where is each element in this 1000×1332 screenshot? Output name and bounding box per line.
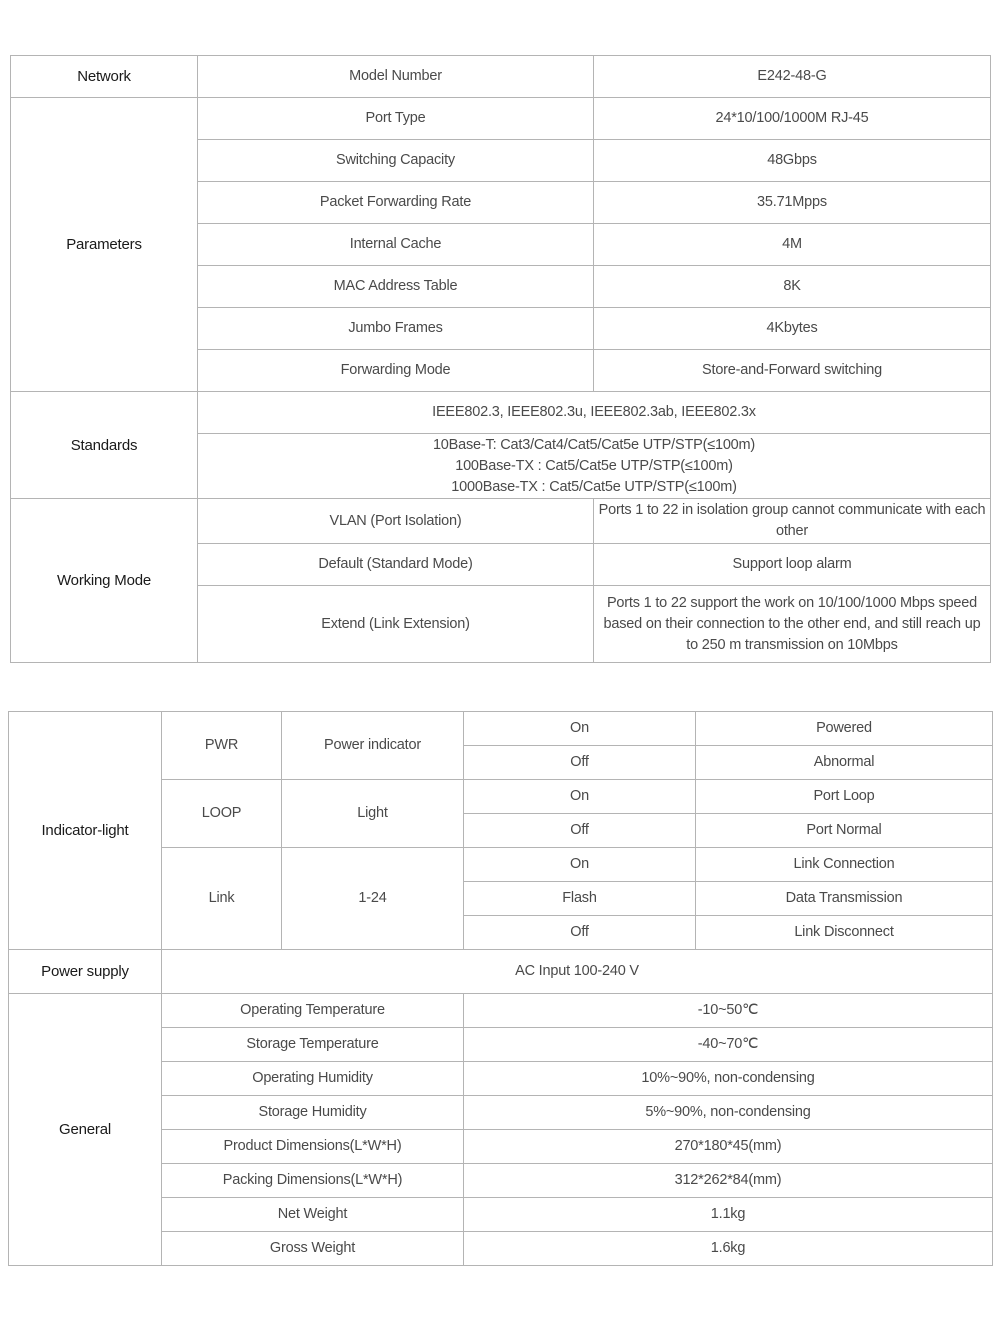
table-row: Net Weight 1.1kg (9, 1197, 993, 1232)
section-indicator-light: Indicator-light (8, 711, 162, 950)
table-row: Jumbo Frames 4Kbytes (11, 307, 991, 350)
spec-value: Support loop alarm (593, 543, 991, 586)
spec-label: Storage Humidity (161, 1095, 464, 1130)
spec-label: Packing Dimensions(L*W*H) (161, 1163, 464, 1198)
spec-label: Port Type (197, 97, 594, 140)
section-standards: Standards (10, 391, 198, 499)
table-row: Product Dimensions(L*W*H) 270*180*45(mm) (9, 1129, 993, 1164)
indicator-meaning: Link Connection (695, 847, 993, 882)
spec-value: Ports 1 to 22 support the work on 10/100… (593, 585, 991, 663)
indicator-state: Flash (463, 881, 696, 916)
indicator-state: On (463, 711, 696, 746)
cabling-line: 100Base-TX : Cat5/Cat5e UTP/STP(≤100m) (455, 457, 733, 474)
indicator-desc: Power indicator (281, 711, 464, 780)
indicator-name: Link (161, 847, 282, 950)
spec-value: 5%~90%, non-condensing (463, 1095, 993, 1130)
indicator-meaning: Port Loop (695, 779, 993, 814)
table-row: Link 1-24 On Link Connection (9, 847, 993, 950)
spec-label: Packet Forwarding Rate (197, 181, 594, 224)
indicator-name: LOOP (161, 779, 282, 848)
indicator-state: Off (463, 915, 696, 950)
indicator-meaning: Powered (695, 711, 993, 746)
table-row: Off Port Normal (9, 813, 993, 848)
table-row: Parameters Port Type 24*10/100/1000M RJ-… (10, 97, 991, 392)
table-row: Storage Temperature -40~70℃ (9, 1027, 993, 1062)
spec-label: Storage Temperature (161, 1027, 464, 1062)
spec-value: 1.6kg (463, 1231, 993, 1266)
indicator-meaning: Data Transmission (695, 881, 993, 916)
table-row: Extend (Link Extension) Ports 1 to 22 sup… (11, 585, 991, 663)
indicator-state: On (463, 779, 696, 814)
cabling-line: 1000Base-TX : Cat5/Cat5e UTP/STP(≤100m) (451, 478, 737, 495)
table-row: Internal Cache 4M (11, 223, 991, 266)
cabling-line: 10Base-T: Cat3/Cat4/Cat5/Cat5e UTP/STP(≤… (432, 436, 756, 453)
spec-value: 312*262*84(mm) (463, 1163, 993, 1198)
spec-value: 8K (593, 265, 991, 308)
spec-value: Ports 1 to 22 in isolation group cannot … (593, 498, 991, 544)
spec-value: 1.1kg (463, 1197, 993, 1232)
table-row: LOOP Light On Port Loop (9, 779, 993, 848)
spec-label: VLAN (Port Isolation) (197, 498, 594, 544)
table-row: Working Mode VLAN (Port Isolation) Ports… (10, 498, 991, 663)
section-general: General (8, 993, 162, 1266)
table-row: Packet Forwarding Rate 35.71Mpps (11, 181, 991, 224)
spec-label: Jumbo Frames (197, 307, 594, 350)
section-power-supply: Power supply (8, 949, 162, 994)
indicator-desc: Light (281, 779, 464, 848)
table-row: Packing Dimensions(L*W*H) 312*262*84(mm) (9, 1163, 993, 1198)
standards-cabling: 10Base-T: Cat3/Cat4/Cat5/Cat5e UTP/STP(≤… (197, 433, 991, 499)
spec-label: Internal Cache (197, 223, 594, 266)
indicator-name: PWR (161, 711, 282, 780)
table-row: Power supply AC Input 100-240 V (8, 949, 993, 994)
standards-protocols: IEEE802.3, IEEE802.3u, IEEE802.3ab, IEEE… (197, 391, 991, 434)
power-value: AC Input 100-240 V (161, 949, 993, 994)
indicator-meaning: Link Disconnect (695, 915, 993, 950)
indicator-state: Off (463, 813, 696, 848)
table-row: Operating Humidity 10%~90%, non-condensin… (9, 1061, 993, 1096)
table-row: Forwarding Mode Store-and-Forward switchi… (11, 349, 991, 392)
hardware-spec-table: Indicator-light PWR Power indicator On P… (8, 711, 993, 1266)
spec-label: Switching Capacity (197, 139, 594, 182)
indicator-desc: 1-24 (281, 847, 464, 950)
spec-value: 10%~90%, non-condensing (463, 1061, 993, 1096)
indicator-state: On (463, 847, 696, 882)
spec-label: Gross Weight (161, 1231, 464, 1266)
table-row: Gross Weight 1.6kg (9, 1231, 993, 1266)
table-row: 10Base-T: Cat3/Cat4/Cat5/Cat5e UTP/STP(≤… (11, 433, 991, 499)
network-spec-table: Network Model Number E242-48-G Parameter… (10, 55, 991, 663)
spec-label: Product Dimensions(L*W*H) (161, 1129, 464, 1164)
spec-value: 48Gbps (593, 139, 991, 182)
table-row: Storage Humidity 5%~90%, non-condensing (9, 1095, 993, 1130)
spec-value: 270*180*45(mm) (463, 1129, 993, 1164)
spec-value: Store-and-Forward switching (593, 349, 991, 392)
spec-value: E242-48-G (593, 55, 991, 98)
spec-value: 4M (593, 223, 991, 266)
section-parameters: Parameters (10, 97, 198, 392)
indicator-meaning: Port Normal (695, 813, 993, 848)
spec-value: 4Kbytes (593, 307, 991, 350)
table-row: Network Model Number E242-48-G (10, 55, 991, 98)
table-row: General Operating Temperature -10~50℃ (8, 993, 993, 1266)
spec-value: 35.71Mpps (593, 181, 991, 224)
table-row: Standards IEEE802.3, IEEE802.3u, IEEE802… (10, 391, 991, 499)
spec-label: Model Number (197, 55, 594, 98)
table-row: Switching Capacity 48Gbps (11, 139, 991, 182)
spec-value: -40~70℃ (463, 1027, 993, 1062)
table-row: MAC Address Table 8K (11, 265, 991, 308)
section-network: Network (10, 55, 198, 98)
table-row: Indicator-light PWR Power indicator On P… (8, 711, 993, 950)
spec-label: Net Weight (161, 1197, 464, 1232)
spec-label: Extend (Link Extension) (197, 585, 594, 663)
indicator-meaning: Abnormal (695, 745, 993, 780)
spec-value: -10~50℃ (463, 993, 993, 1028)
spec-label: Operating Temperature (161, 993, 464, 1028)
spec-label: Operating Humidity (161, 1061, 464, 1096)
spec-label: MAC Address Table (197, 265, 594, 308)
spec-label: Forwarding Mode (197, 349, 594, 392)
table-row: Default (Standard Mode) Support loop alar… (11, 543, 991, 586)
spec-value: 24*10/100/1000M RJ-45 (593, 97, 991, 140)
indicator-state: Off (463, 745, 696, 780)
section-working-mode: Working Mode (10, 498, 198, 663)
spec-label: Default (Standard Mode) (197, 543, 594, 586)
